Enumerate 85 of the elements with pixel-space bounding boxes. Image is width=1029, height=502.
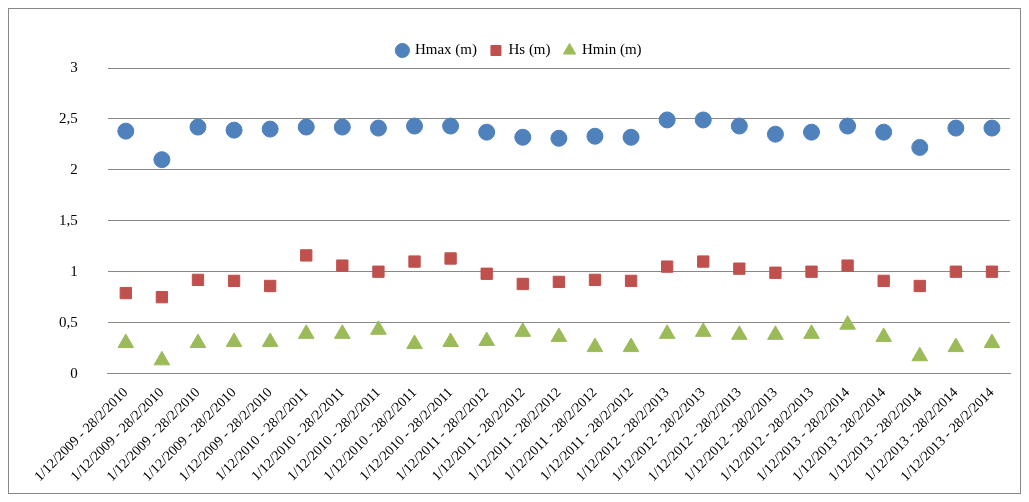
point <box>767 325 784 340</box>
point <box>300 249 313 262</box>
point <box>370 320 387 335</box>
point <box>730 117 748 135</box>
legend-label: Hmin (m) <box>582 41 642 59</box>
point <box>877 274 890 288</box>
point <box>983 119 1001 137</box>
point <box>658 111 676 129</box>
point <box>586 127 604 145</box>
point <box>803 123 821 141</box>
point <box>117 122 135 140</box>
point <box>841 259 854 272</box>
point <box>297 324 315 339</box>
point <box>658 324 676 339</box>
point <box>947 337 965 353</box>
point <box>480 267 493 280</box>
point <box>983 333 1001 349</box>
point <box>225 332 243 347</box>
point <box>839 117 857 135</box>
point <box>586 337 604 353</box>
point <box>624 274 638 288</box>
point <box>155 291 169 304</box>
point <box>733 262 746 275</box>
y-tick-label: 3 <box>70 58 78 75</box>
legend-label: Hmax (m) <box>414 41 477 59</box>
point <box>369 119 387 137</box>
point <box>947 119 965 137</box>
y-tick-label: 0 <box>70 364 78 381</box>
point <box>478 123 496 141</box>
point <box>550 327 568 342</box>
point <box>406 334 423 350</box>
point <box>153 151 171 169</box>
point <box>227 274 241 288</box>
point <box>189 118 207 136</box>
y-tick-label: 1 <box>70 262 78 279</box>
point <box>478 331 495 346</box>
legend-label: Hs (m) <box>508 41 551 59</box>
y-tick-label: 0,5 <box>59 313 78 330</box>
point <box>406 117 424 135</box>
point <box>911 138 929 156</box>
point <box>372 265 385 278</box>
point <box>442 332 459 347</box>
point <box>334 324 351 339</box>
point <box>264 279 277 293</box>
point <box>119 286 132 300</box>
point <box>875 123 893 141</box>
point <box>769 266 782 279</box>
point <box>839 315 856 330</box>
point <box>622 128 640 146</box>
y-tick-label: 2,5 <box>59 109 78 126</box>
point <box>552 275 566 289</box>
point <box>261 332 279 347</box>
point <box>660 260 674 273</box>
point <box>766 125 784 143</box>
point <box>117 333 135 349</box>
point <box>803 324 820 339</box>
point <box>949 265 963 278</box>
point <box>516 277 529 291</box>
point <box>731 325 748 340</box>
point <box>550 129 568 147</box>
point <box>189 333 207 349</box>
point <box>622 337 640 353</box>
point <box>297 118 315 136</box>
point <box>985 265 999 278</box>
point <box>261 120 279 138</box>
point <box>694 111 712 129</box>
y-tick-label: 1,5 <box>59 211 78 228</box>
point <box>191 273 205 287</box>
point <box>336 259 349 272</box>
point <box>333 118 351 136</box>
point <box>588 273 602 287</box>
point <box>805 265 818 278</box>
y-tick-label: 2 <box>70 160 78 177</box>
point <box>225 121 243 139</box>
point <box>514 128 532 146</box>
point <box>875 327 892 342</box>
point <box>697 255 710 268</box>
point <box>153 350 171 366</box>
point <box>444 252 457 265</box>
point <box>913 279 926 293</box>
point <box>408 255 421 268</box>
point <box>911 346 929 362</box>
point <box>514 322 532 337</box>
point <box>442 117 460 135</box>
point <box>694 322 712 337</box>
